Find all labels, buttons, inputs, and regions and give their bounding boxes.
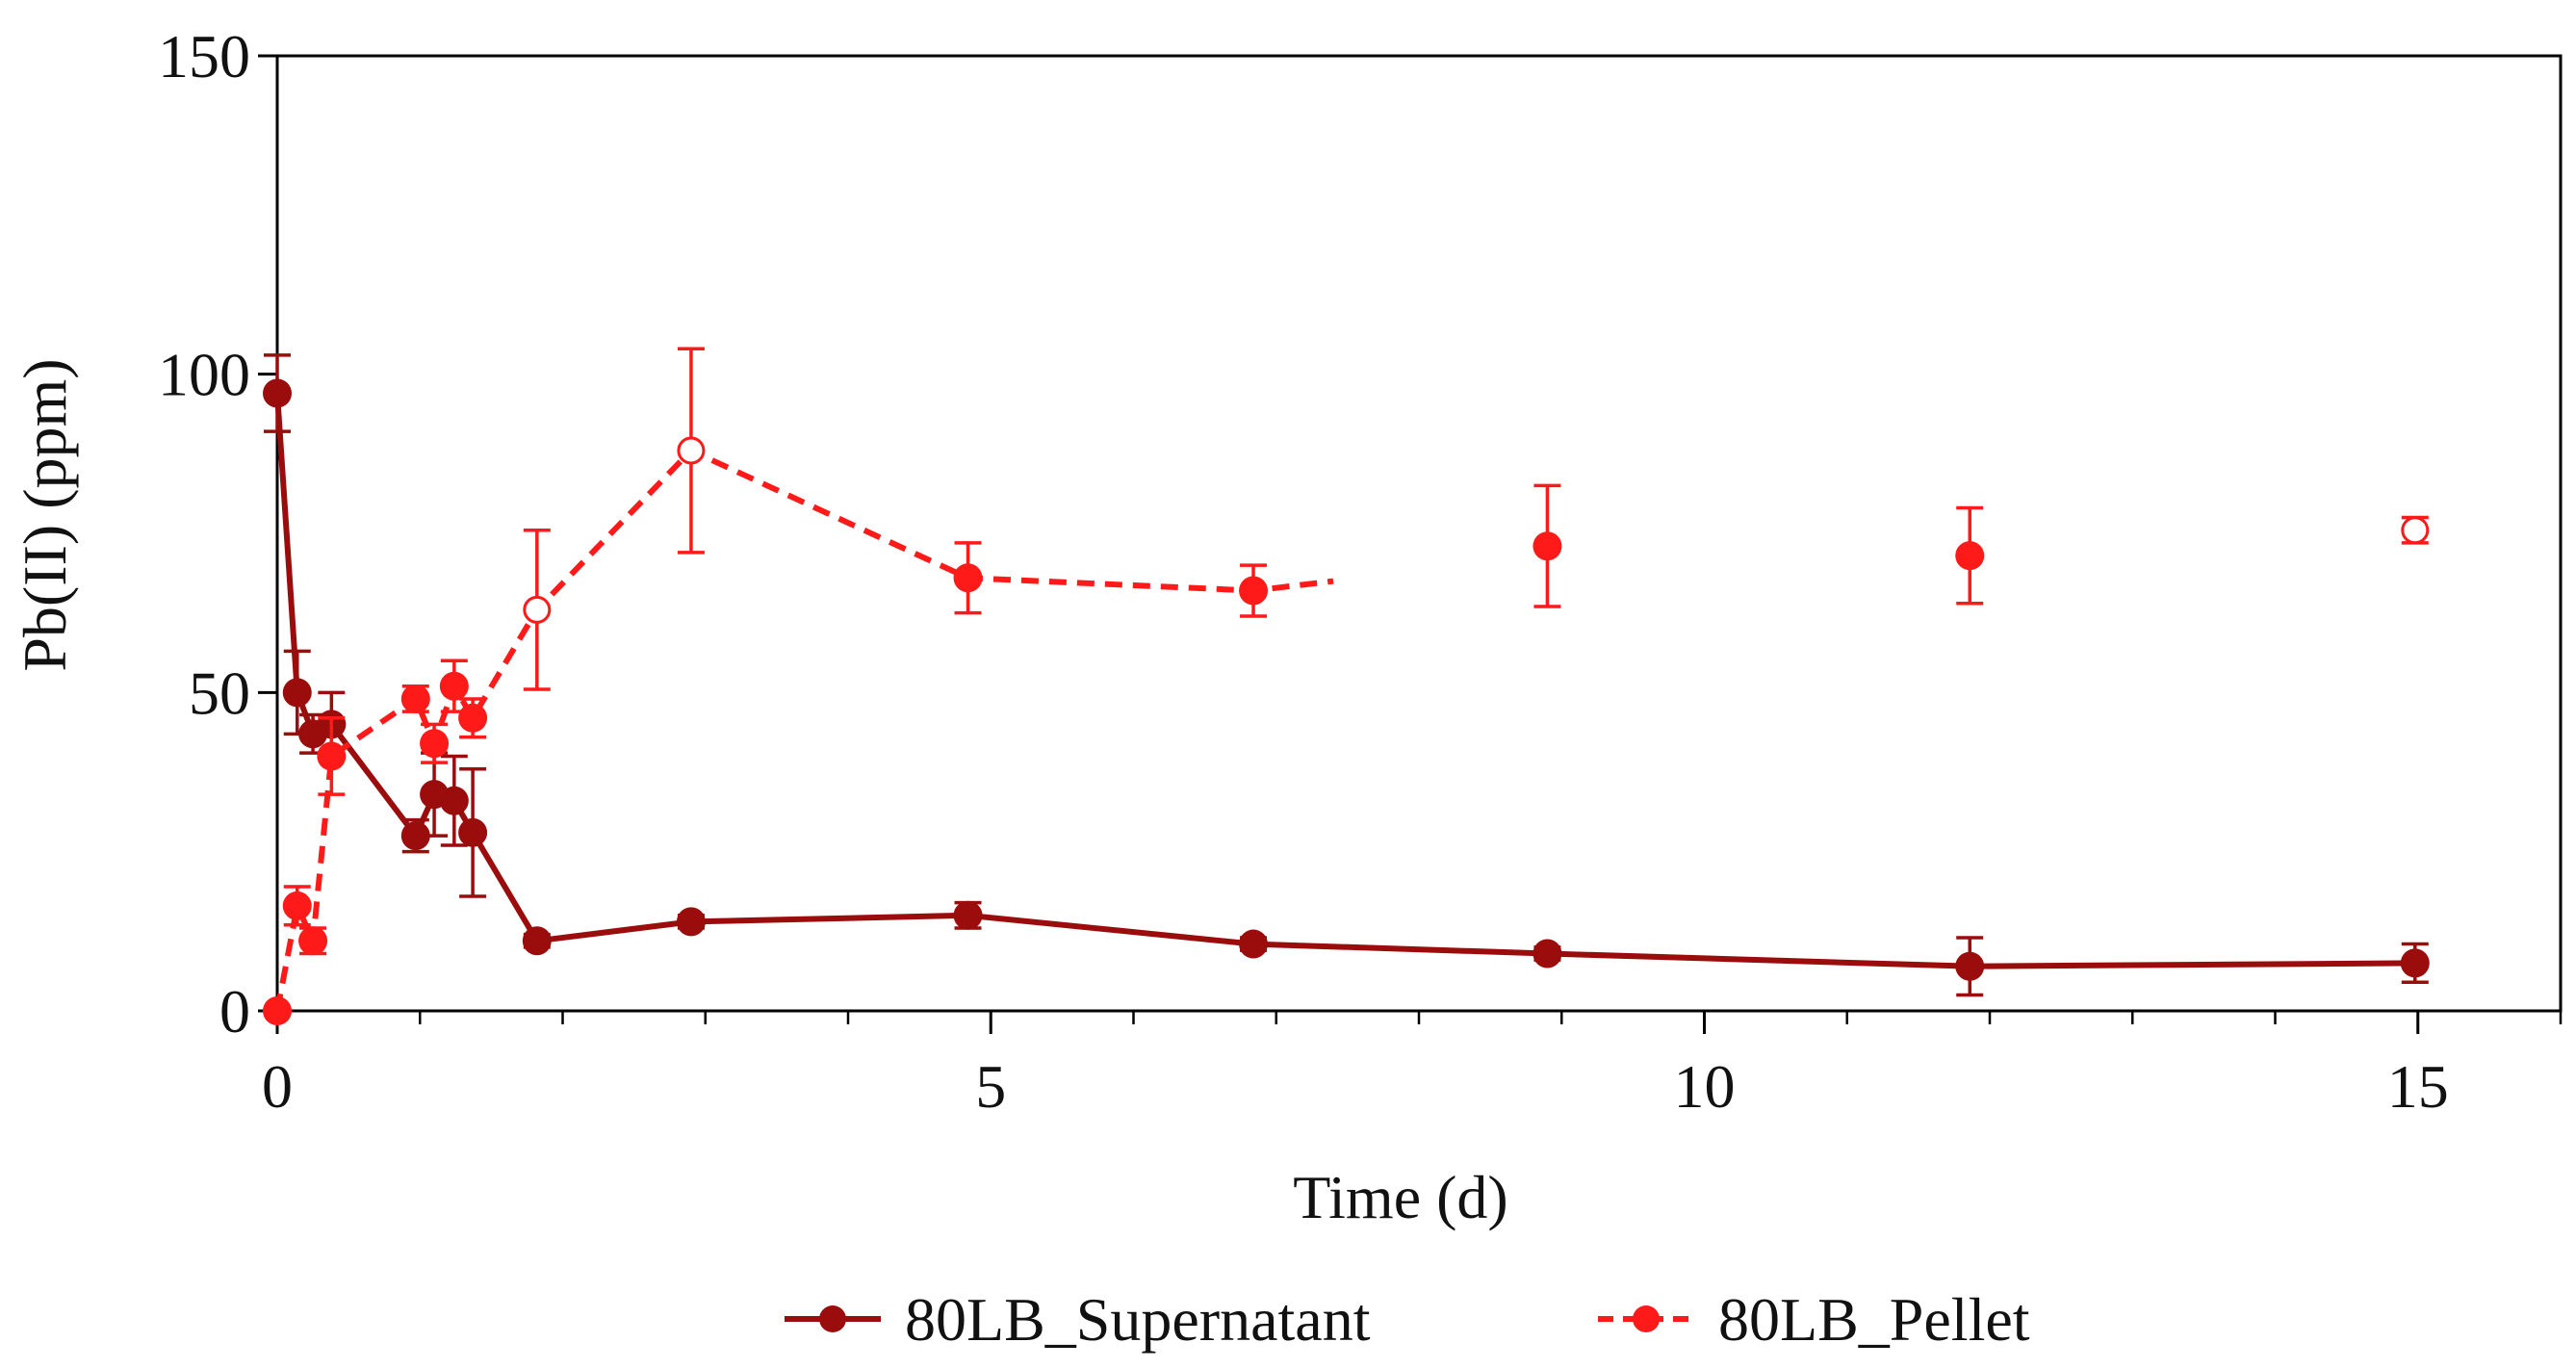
x-tick-label: 10 <box>1674 1052 1736 1121</box>
data-point[interactable] <box>1239 929 1269 959</box>
data-point[interactable] <box>2400 948 2430 978</box>
data-point[interactable] <box>523 595 552 624</box>
data-point[interactable] <box>1955 541 1985 571</box>
legend-label-pellet: 80LB_Pellet <box>1718 1285 2030 1354</box>
data-point[interactable] <box>676 907 706 937</box>
y-axis-title: Pb(II) (ppm) <box>11 358 79 671</box>
plot-area <box>263 347 2430 1025</box>
data-point[interactable] <box>953 563 983 593</box>
data-point[interactable] <box>317 741 347 771</box>
data-point[interactable] <box>263 996 292 1025</box>
data-point[interactable] <box>677 436 706 465</box>
x-tick-label: 0 <box>262 1052 293 1121</box>
data-point[interactable] <box>439 786 469 815</box>
data-point[interactable] <box>1533 939 1562 969</box>
data-point[interactable] <box>420 729 450 759</box>
legend-item-pellet[interactable]: 80LB_Pellet <box>1598 1285 2030 1354</box>
legend: 80LB_Supernatant 80LB_Pellet <box>785 1285 2030 1354</box>
data-point[interactable] <box>282 678 312 708</box>
data-point[interactable] <box>953 900 983 930</box>
legend-marker-pellet <box>1633 1305 1660 1332</box>
data-point[interactable] <box>400 821 430 851</box>
series-line <box>274 393 2415 969</box>
x-tick-label: 5 <box>975 1052 1006 1121</box>
data-point[interactable] <box>458 817 488 847</box>
y-tick-label: 150 <box>158 22 250 90</box>
legend-marker-supernatant <box>819 1305 846 1332</box>
axes: 0 50 100 150 0 5 10 15 <box>158 22 2563 1121</box>
data-point[interactable] <box>263 378 292 408</box>
data-point[interactable] <box>400 684 430 713</box>
data-point[interactable] <box>298 926 328 956</box>
x-tick-label: 15 <box>2387 1052 2449 1121</box>
legend-label-supernatant: 80LB_Supernatant <box>905 1285 1371 1354</box>
data-point[interactable] <box>439 671 469 701</box>
data-point[interactable] <box>458 703 488 733</box>
data-point[interactable] <box>522 926 552 956</box>
y-tick-label: 100 <box>158 341 250 409</box>
y-tick-label: 0 <box>219 977 250 1046</box>
y-tick-label: 50 <box>189 659 250 727</box>
data-point[interactable] <box>1239 576 1269 606</box>
data-point[interactable] <box>282 891 312 920</box>
data-point[interactable] <box>2401 516 2430 545</box>
series-80LB_Supernatant <box>263 353 2430 997</box>
legend-item-supernatant[interactable]: 80LB_Supernatant <box>785 1285 1371 1354</box>
series-80LB_Pellet <box>263 347 2430 1025</box>
data-point[interactable] <box>1955 951 1985 981</box>
x-axis-title: Time (d) <box>1293 1163 1507 1231</box>
data-point[interactable] <box>1533 531 1562 561</box>
plot-frame <box>275 54 2563 1013</box>
